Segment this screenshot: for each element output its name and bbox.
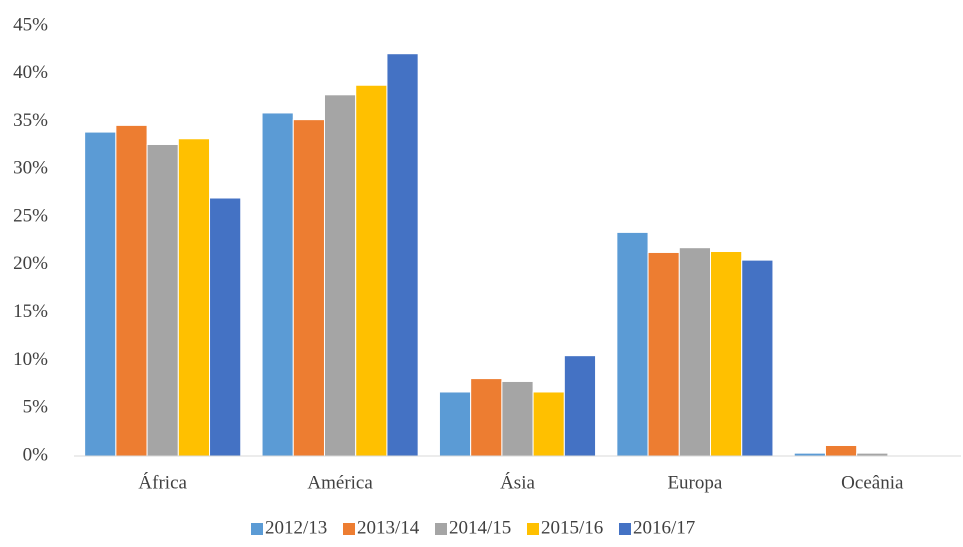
y-tick-label: 25% bbox=[13, 205, 48, 226]
x-tick-label: América bbox=[307, 472, 373, 493]
legend-swatch bbox=[619, 523, 631, 535]
legend-swatch bbox=[343, 523, 355, 535]
y-tick-label: 30% bbox=[13, 158, 48, 179]
legend-label: 2014/15 bbox=[449, 517, 511, 538]
bar bbox=[292, 119, 325, 457]
bar bbox=[261, 112, 294, 457]
bar bbox=[323, 94, 357, 457]
bar bbox=[710, 251, 743, 457]
bar bbox=[616, 231, 649, 457]
legend-label: 2016/17 bbox=[633, 517, 695, 538]
bar bbox=[209, 197, 242, 457]
bar bbox=[438, 391, 472, 457]
y-tick-label: 45% bbox=[13, 14, 48, 35]
y-tick-label: 35% bbox=[13, 110, 48, 131]
legend-swatch bbox=[435, 523, 447, 535]
bar bbox=[146, 143, 179, 457]
bar bbox=[115, 124, 148, 457]
bar bbox=[470, 378, 503, 457]
y-tick-label: 40% bbox=[13, 62, 48, 83]
bar bbox=[824, 444, 858, 457]
legend-label: 2013/14 bbox=[357, 517, 420, 538]
bar bbox=[532, 391, 565, 457]
y-tick-label: 10% bbox=[13, 349, 48, 370]
bar bbox=[741, 259, 774, 457]
legend-label: 2015/16 bbox=[541, 517, 603, 538]
y-tick-label: 0% bbox=[23, 444, 49, 465]
bar bbox=[355, 84, 388, 457]
x-tick-label: Europa bbox=[667, 472, 722, 493]
y-tick-label: 15% bbox=[13, 301, 48, 322]
bar bbox=[386, 53, 419, 457]
bar bbox=[84, 131, 117, 457]
x-tick-label: Oceânia bbox=[841, 472, 904, 493]
legend-swatch bbox=[527, 523, 539, 535]
bar bbox=[501, 380, 534, 457]
bar bbox=[678, 247, 712, 457]
legend-swatch bbox=[251, 523, 263, 535]
bar bbox=[177, 138, 211, 457]
legend-label: 2012/13 bbox=[265, 517, 327, 538]
y-tick-label: 5% bbox=[23, 397, 49, 418]
x-tick-label: Ásia bbox=[500, 471, 535, 493]
x-tick-label: África bbox=[138, 471, 187, 493]
bar bbox=[563, 355, 597, 457]
y-tick-label: 20% bbox=[13, 253, 48, 274]
bar bbox=[647, 251, 680, 457]
